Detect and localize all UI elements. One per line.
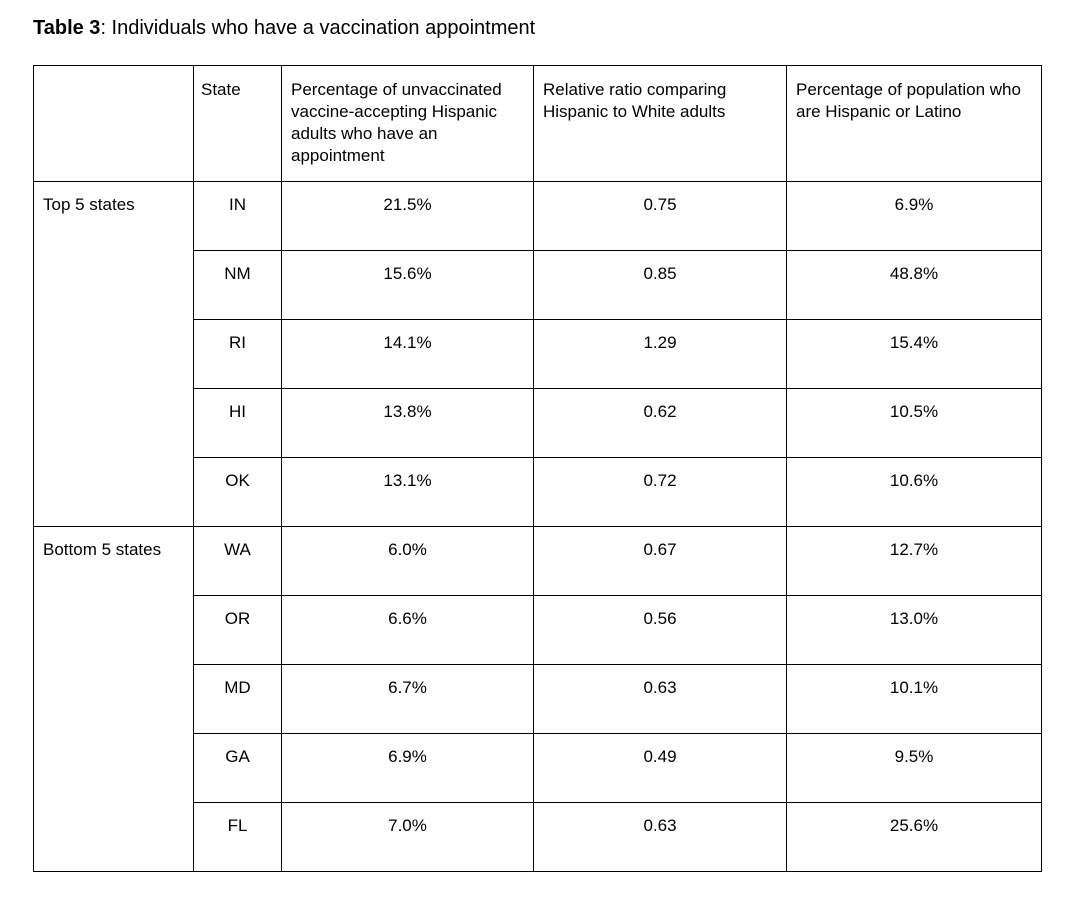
table-row-top5-hi: HI 13.8% 0.62 10.5%: [34, 388, 1042, 458]
pct-appointment-cell: 15.6%: [281, 250, 534, 320]
pct-appointment-cell: 6.0%: [281, 526, 534, 596]
relative-ratio-cell: 0.49: [533, 733, 787, 803]
table-row-top5-ok: OK 13.1% 0.72 10.6%: [34, 457, 1042, 527]
relative-ratio-cell: 0.75: [533, 181, 787, 251]
state-cell: RI: [193, 319, 282, 389]
state-cell: WA: [193, 526, 282, 596]
relative-ratio-cell: 0.63: [533, 664, 787, 734]
pct-population-cell: 13.0%: [786, 595, 1042, 665]
header-relative-ratio: Relative ratio comparing Hispanic to Whi…: [533, 65, 787, 182]
header-state: State: [193, 65, 282, 182]
state-cell: MD: [193, 664, 282, 734]
state-cell: GA: [193, 733, 282, 803]
group-label-top5: Top 5 states: [33, 181, 194, 527]
relative-ratio-cell: 0.56: [533, 595, 787, 665]
pct-population-cell: 6.9%: [786, 181, 1042, 251]
table-row-top5-ri: RI 14.1% 1.29 15.4%: [34, 319, 1042, 389]
state-cell: NM: [193, 250, 282, 320]
group-label-bottom5: Bottom 5 states: [33, 526, 194, 872]
state-cell: OR: [193, 595, 282, 665]
relative-ratio-cell: 0.63: [533, 802, 787, 872]
table-caption-text: : Individuals who have a vaccination app…: [100, 17, 536, 39]
header-group-blank: [33, 65, 194, 182]
pct-population-cell: 15.4%: [786, 319, 1042, 389]
header-row: State Percentage of unvaccinated vaccine…: [33, 65, 1042, 182]
pct-population-cell: 10.1%: [786, 664, 1042, 734]
vaccination-appointment-table: State Percentage of unvaccinated vaccine…: [33, 65, 1042, 872]
table-caption-label: Table 3: [33, 17, 101, 39]
table-row-top5-nm: NM 15.6% 0.85 48.8%: [34, 250, 1042, 320]
pct-appointment-cell: 13.8%: [281, 388, 534, 458]
pct-appointment-cell: 7.0%: [281, 802, 534, 872]
state-cell: HI: [193, 388, 282, 458]
relative-ratio-cell: 1.29: [533, 319, 787, 389]
state-cell: FL: [193, 802, 282, 872]
relative-ratio-cell: 0.72: [533, 457, 787, 527]
pct-population-cell: 12.7%: [786, 526, 1042, 596]
pct-appointment-cell: 14.1%: [281, 319, 534, 389]
state-cell: OK: [193, 457, 282, 527]
table-row-bottom5-md: MD 6.7% 0.63 10.1%: [34, 664, 1042, 734]
header-pct-appointment: Percentage of unvaccinated vaccine-accep…: [281, 65, 534, 182]
pct-population-cell: 25.6%: [786, 802, 1042, 872]
table-caption: Table 3: Individuals who have a vaccinat…: [33, 15, 1040, 41]
pct-appointment-cell: 6.9%: [281, 733, 534, 803]
table-row-bottom5-wa: Bottom 5 states WA 6.0% 0.67 12.7%: [33, 526, 1042, 872]
pct-appointment-cell: 21.5%: [281, 181, 534, 251]
table-row-bottom5-ga: GA 6.9% 0.49 9.5%: [34, 733, 1042, 803]
table-row-bottom5-or: OR 6.6% 0.56 13.0%: [34, 595, 1042, 665]
table-row-bottom5-fl: FL 7.0% 0.63 25.6%: [34, 802, 1042, 872]
pct-population-cell: 9.5%: [786, 733, 1042, 803]
pct-appointment-cell: 13.1%: [281, 457, 534, 527]
pct-population-cell: 10.6%: [786, 457, 1042, 527]
pct-appointment-cell: 6.7%: [281, 664, 534, 734]
state-cell: IN: [193, 181, 282, 251]
relative-ratio-cell: 0.67: [533, 526, 787, 596]
relative-ratio-cell: 0.62: [533, 388, 787, 458]
pct-appointment-cell: 6.6%: [281, 595, 534, 665]
pct-population-cell: 48.8%: [786, 250, 1042, 320]
document-page: Table 3: Individuals who have a vaccinat…: [33, 15, 1042, 872]
header-pct-population: Percentage of population who are Hispani…: [786, 65, 1042, 182]
relative-ratio-cell: 0.85: [533, 250, 787, 320]
table-row-top5-in: Top 5 states IN 21.5% 0.75 6.9%: [33, 181, 1042, 527]
pct-population-cell: 10.5%: [786, 388, 1042, 458]
